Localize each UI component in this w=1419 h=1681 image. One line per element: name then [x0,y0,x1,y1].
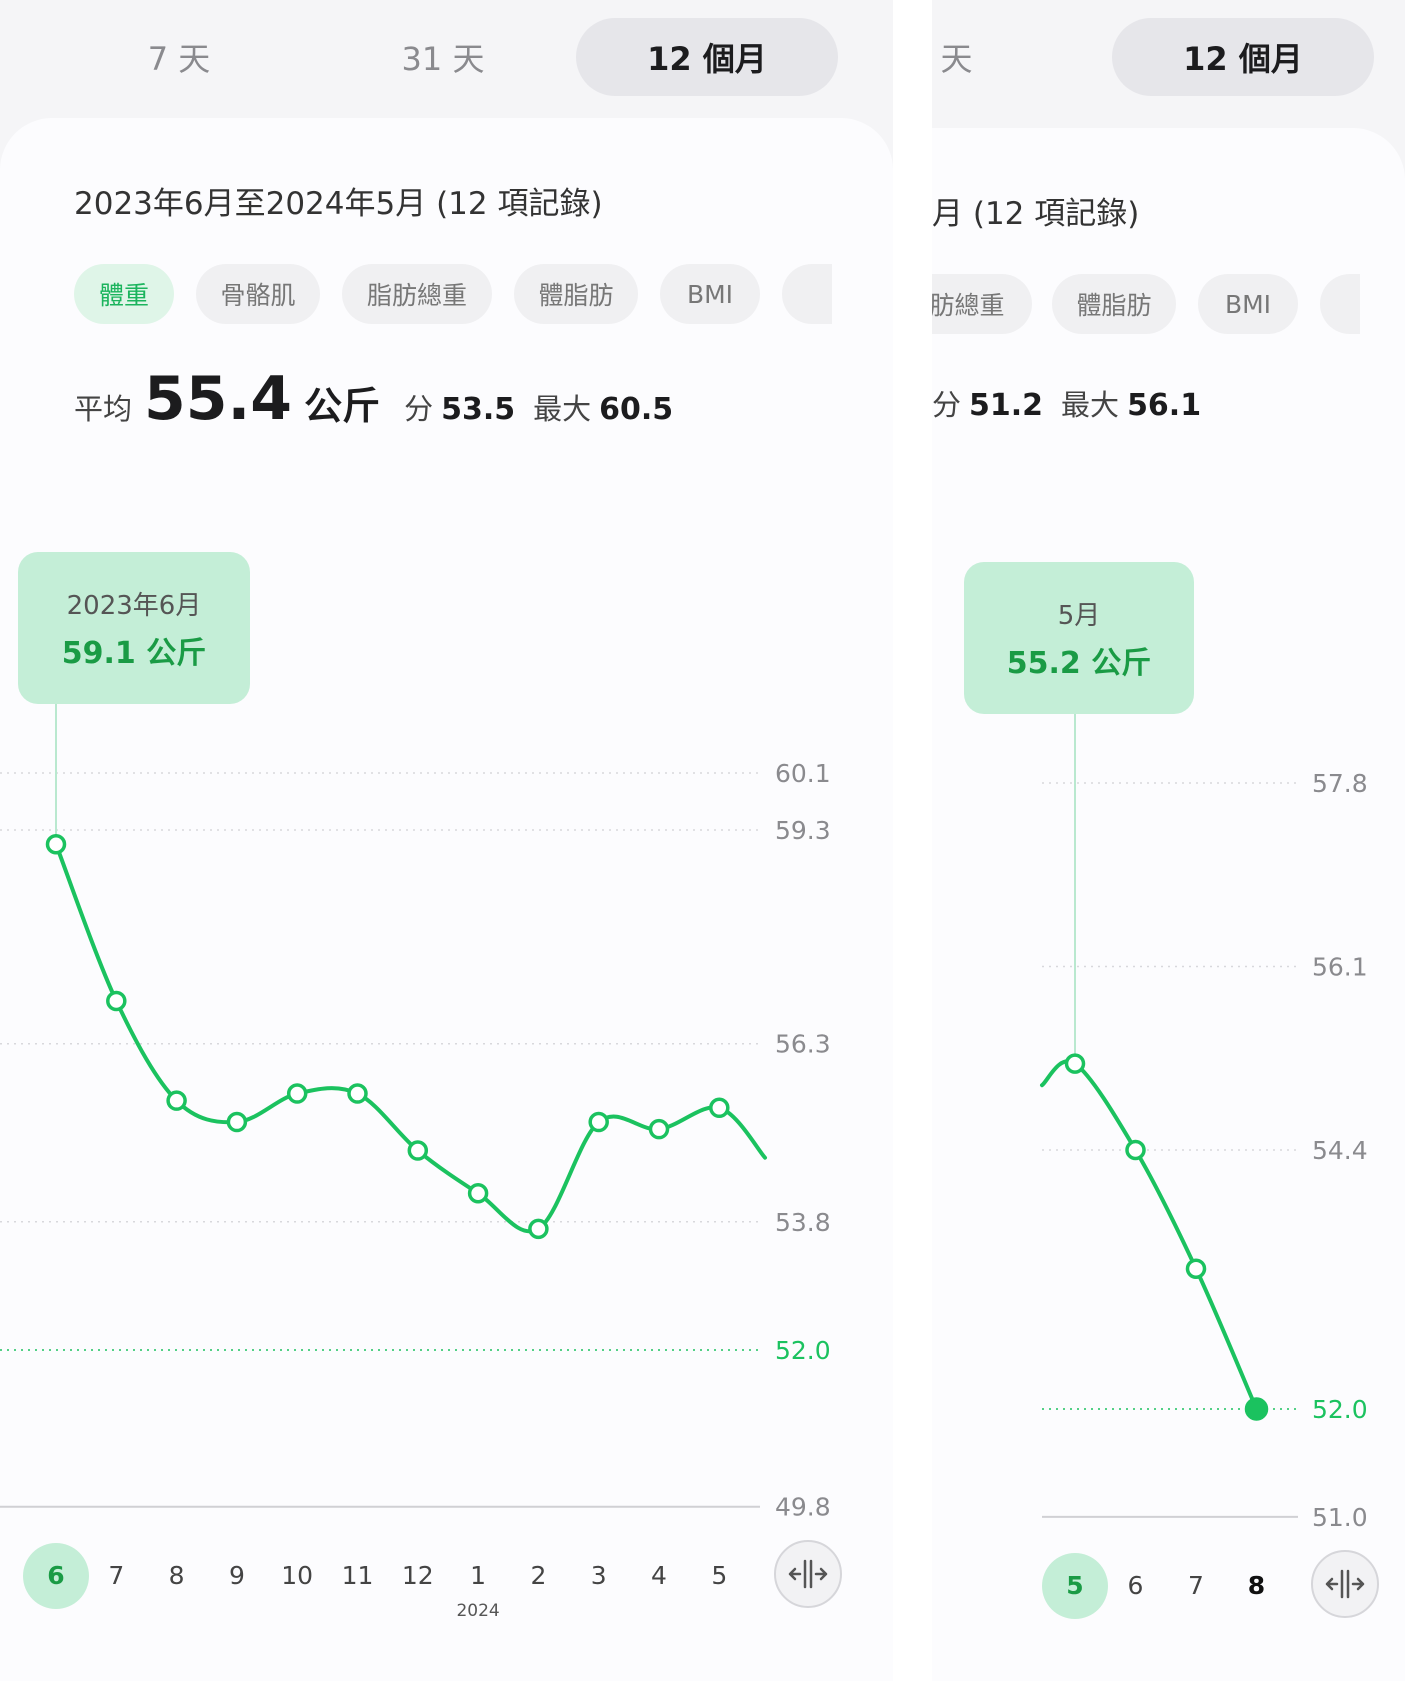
x-tick-label: 7 [108,1561,124,1590]
min-value: 53.5 [441,392,516,427]
data-point [1125,1139,1146,1161]
data-point [286,1083,308,1104]
x-tick-label: 11 [342,1561,374,1590]
x-tick-label: 5 [711,1561,727,1590]
x-tick-label: 10 [281,1561,313,1590]
x-tick-label: 8 [1248,1571,1265,1600]
data-point [347,1083,368,1104]
data-point [226,1111,248,1133]
y-tick-label: 51.0 [1312,1503,1368,1532]
tab-31-days[interactable]: 31 天 [401,40,485,78]
weight-line-chart: 57.8 56.1 54.4 52.0 51.0 5 6 7 8 [1040,714,1379,1619]
expand-horizontal-icon[interactable] [774,1540,842,1608]
y-tick-label: 49.8 [775,1493,831,1522]
x-tick-label: 9 [229,1561,245,1590]
tooltip-date: 2023年6月 [66,590,202,621]
expand-horizontal-icon[interactable] [1311,1550,1379,1618]
tab-31-days[interactable]: 31 天 [932,40,973,78]
max-value: 60.5 [599,392,674,427]
right-panel: 31 天 12 個月 月 (12 項記錄) 肪總重 體脂肪 BMI 分 51.2… [932,0,1405,1681]
chip-total-fat[interactable]: 肪總重 [932,274,1032,334]
stats-row: 平均 55.4 公斤 分 53.5 最大 60.5 [74,364,691,434]
tooltip-value: 59.1 公斤 [61,635,207,671]
y-tick-label: 60.1 [775,759,831,788]
left-panel: 7 天 31 天 12 個月 2023年6月至2024年5月 (12 項記錄) … [0,0,893,1681]
max-label: 最大 [533,392,592,426]
x-tick-label: 1 [470,1561,486,1590]
chip-weight[interactable]: 體重 [74,264,174,324]
data-point [45,833,67,855]
x-tick-label: 8 [169,1561,185,1590]
y-tick-label: 54.4 [1312,1136,1368,1165]
x-tick-label: 3 [591,1561,607,1590]
avg-unit: 公斤 [304,384,381,428]
max-value: 56.1 [1127,388,1202,423]
chip-body-fat[interactable]: 體脂肪 [1052,274,1176,334]
y-tick-label: 57.8 [1312,769,1368,798]
chip-bmi[interactable]: BMI [660,264,760,324]
tab-7-days[interactable]: 7 天 [147,40,211,78]
min-label: 分 [404,392,434,426]
data-point [166,1090,187,1111]
x-tick-label: 2 [530,1561,546,1590]
min-value: 51.2 [969,388,1044,423]
x-tick-label: 4 [651,1561,667,1590]
data-point [106,990,127,1012]
avg-label: 平均 [74,392,133,426]
tooltip-date: 5月 [1057,600,1101,631]
x-tick-label: 5 [1066,1571,1083,1600]
data-point [1244,1397,1269,1421]
data-point [648,1118,670,1140]
period-tabs: 31 天 12 個月 [932,0,1405,120]
date-range-text: 2023年6月至2024年5月 (12 項記錄) [74,186,603,222]
data-point [588,1111,609,1133]
x-year-label: 2024 [456,1601,499,1621]
data-point [1185,1258,1207,1279]
date-range-text: 月 (12 項記錄) [932,196,1140,232]
series-line [1040,1059,1259,1411]
stats-row: 分 51.2 最大 56.1 [932,382,1219,424]
y-tick-label: 52.0 [1312,1395,1368,1424]
data-point [467,1183,489,1204]
x-tick-label: 7 [1188,1571,1204,1600]
data-point [407,1140,429,1161]
x-selected-highlight [23,1543,89,1609]
chip-more[interactable] [1320,274,1360,334]
tab-12-months[interactable]: 12 個月 [576,18,838,96]
x-selected-highlight [1042,1553,1108,1619]
y-tick-label: 52.0 [775,1336,831,1365]
min-label: 分 [932,388,962,422]
chip-skeletal-muscle[interactable]: 骨骼肌 [196,264,320,324]
data-point [528,1218,549,1240]
data-point [1064,1053,1086,1074]
selected-point-tooltip: 5月 55.2 公斤 [964,562,1194,714]
weight-line-chart: 60.1 59.3 56.3 53.8 52.0 49.8 6 7 8 9 10 11 12 1 2024 2… [0,704,842,1621]
x-tick-label: 6 [47,1561,64,1590]
chart-card: 2023年6月至2024年5月 (12 項記錄) 體重 骨骼肌 脂肪總重 體脂肪… [0,118,893,1681]
y-tick-label: 56.1 [1312,952,1368,981]
y-tick-label: 59.3 [775,816,831,845]
data-point [709,1097,730,1119]
avg-value: 55.4 [144,364,293,434]
tooltip-value: 55.2 公斤 [1006,645,1152,681]
x-tick-label: 6 [1128,1571,1144,1600]
tab-12-months[interactable]: 12 個月 [1112,18,1374,96]
chip-total-fat[interactable]: 脂肪總重 [342,264,492,324]
chip-bmi[interactable]: BMI [1198,274,1298,334]
chart-card: 月 (12 項記錄) 肪總重 體脂肪 BMI 分 51.2 最大 56.1 [932,128,1405,1681]
chip-more[interactable] [782,264,832,324]
chip-body-fat[interactable]: 體脂肪 [514,264,638,324]
y-tick-label: 56.3 [775,1030,831,1059]
period-tabs: 7 天 31 天 12 個月 [0,0,893,120]
selected-point-tooltip: 2023年6月 59.1 公斤 [18,552,250,704]
x-tick-label: 12 [402,1561,434,1590]
series-line [54,842,767,1234]
max-label: 最大 [1061,388,1120,422]
y-tick-label: 53.8 [775,1208,831,1237]
